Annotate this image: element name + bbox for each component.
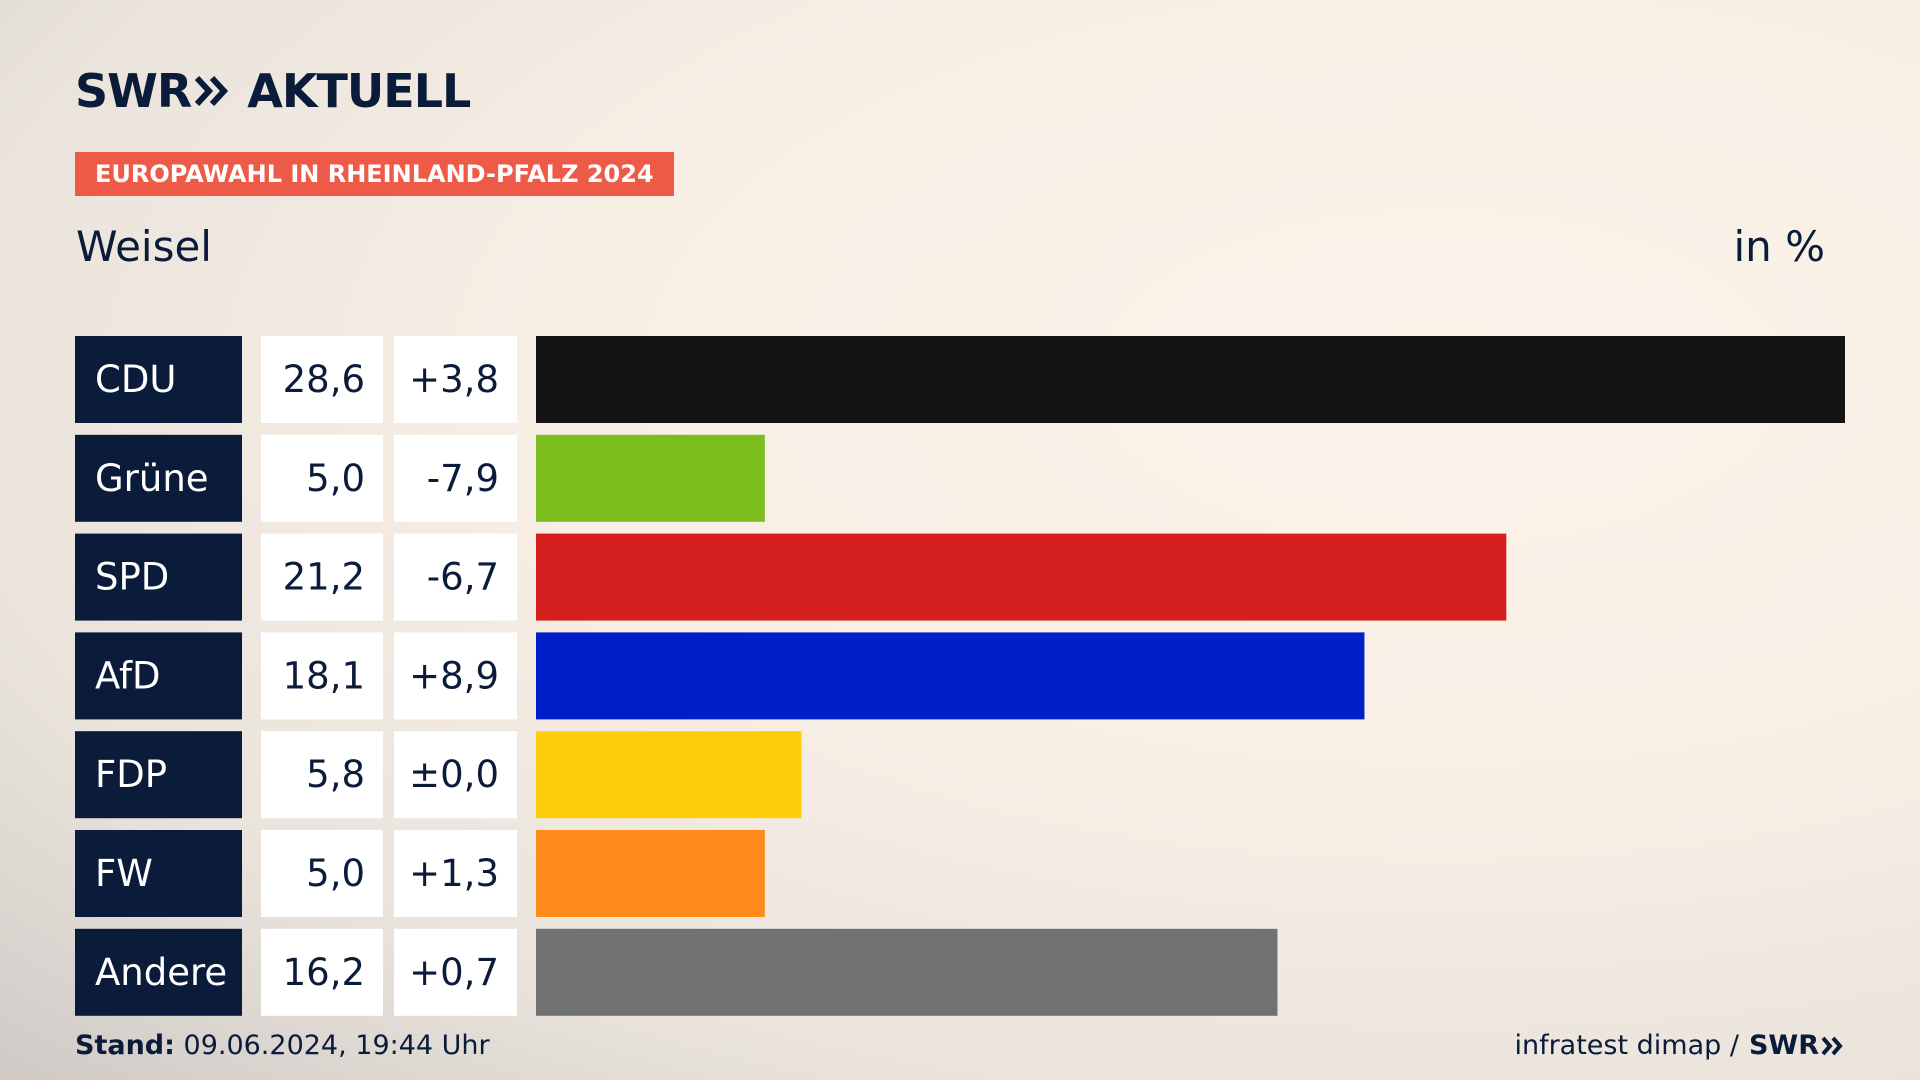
change-label-cdu: +3,8	[409, 358, 499, 401]
party-label-box-cdu	[75, 336, 242, 423]
value-label-afd: 18,1	[283, 654, 365, 697]
stand-label: Stand:	[75, 1030, 175, 1061]
change-box-spd	[394, 533, 517, 621]
bar-afd	[536, 632, 1365, 720]
party-label-box-fw	[75, 830, 242, 917]
value-label-gr-ne: 5,0	[306, 457, 365, 500]
small-chevron-icon	[1821, 1036, 1843, 1055]
value-box-andere	[261, 928, 383, 1016]
party-label-cdu: CDU	[95, 358, 176, 401]
value-box-cdu	[261, 336, 383, 423]
footer-timestamp: Stand: 09.06.2024, 19:44 Uhr	[75, 1030, 490, 1061]
footer-source: infratest dimap / SWR	[1514, 1030, 1845, 1061]
party-label-fdp: FDP	[95, 753, 167, 796]
change-label-fw: +1,3	[409, 852, 499, 895]
small-logo-text: SWR	[1748, 1030, 1819, 1061]
change-label-afd: +8,9	[409, 654, 499, 697]
value-box-gr-ne	[261, 434, 383, 522]
value-box-fdp	[261, 731, 383, 819]
change-box-andere	[394, 928, 517, 1016]
logo-aktuell-text: AKTUELL	[247, 64, 471, 118]
party-label-box-afd	[75, 632, 242, 720]
party-label-andere: Andere	[95, 951, 227, 994]
page-title: Weisel	[76, 222, 212, 271]
value-label-fw: 5,0	[306, 852, 365, 895]
value-label-spd: 21,2	[283, 556, 365, 599]
value-box-fw	[261, 830, 383, 917]
change-box-afd	[394, 632, 517, 720]
party-label-box-andere	[75, 928, 242, 1016]
change-label-fdp: ±0,0	[409, 753, 499, 796]
swr-small-logo: SWR	[1749, 1030, 1845, 1061]
change-box-fdp	[394, 731, 517, 819]
value-box-afd	[261, 632, 383, 720]
value-label-cdu: 28,6	[283, 358, 365, 401]
bar-fw	[536, 830, 765, 917]
party-label-gr-ne: Grüne	[95, 457, 209, 500]
bar-fdp	[536, 731, 802, 819]
bar-gr-ne	[536, 434, 765, 522]
bar-spd	[536, 533, 1507, 621]
party-label-box-fdp	[75, 731, 242, 819]
value-label-andere: 16,2	[283, 951, 365, 994]
swr-aktuell-logo: SWR AKTUELL	[75, 64, 471, 118]
bar-andere	[536, 928, 1278, 1016]
change-box-gr-ne	[394, 434, 517, 522]
unit-label: in %	[1733, 222, 1825, 271]
change-box-cdu	[394, 336, 517, 423]
logo-swr-text: SWR	[75, 64, 192, 118]
stand-value: 09.06.2024, 19:44 Uhr	[183, 1030, 490, 1061]
double-chevron-icon	[195, 64, 229, 118]
party-label-box-spd	[75, 533, 242, 621]
change-box-fw	[394, 830, 517, 917]
value-box-spd	[261, 533, 383, 621]
party-label-spd: SPD	[95, 556, 169, 599]
change-label-andere: +0,7	[409, 951, 499, 994]
source-label: infratest dimap /	[1514, 1030, 1739, 1061]
value-label-fdp: 5,8	[306, 753, 365, 796]
change-label-spd: -6,7	[427, 556, 499, 599]
party-label-afd: AfD	[95, 654, 161, 697]
party-label-box-gr-ne	[75, 434, 242, 522]
party-label-fw: FW	[95, 852, 153, 895]
change-label-gr-ne: -7,9	[427, 457, 499, 500]
election-tag: EUROPAWAHL IN RHEINLAND-PFALZ 2024	[75, 152, 674, 196]
bar-cdu	[536, 336, 1845, 423]
